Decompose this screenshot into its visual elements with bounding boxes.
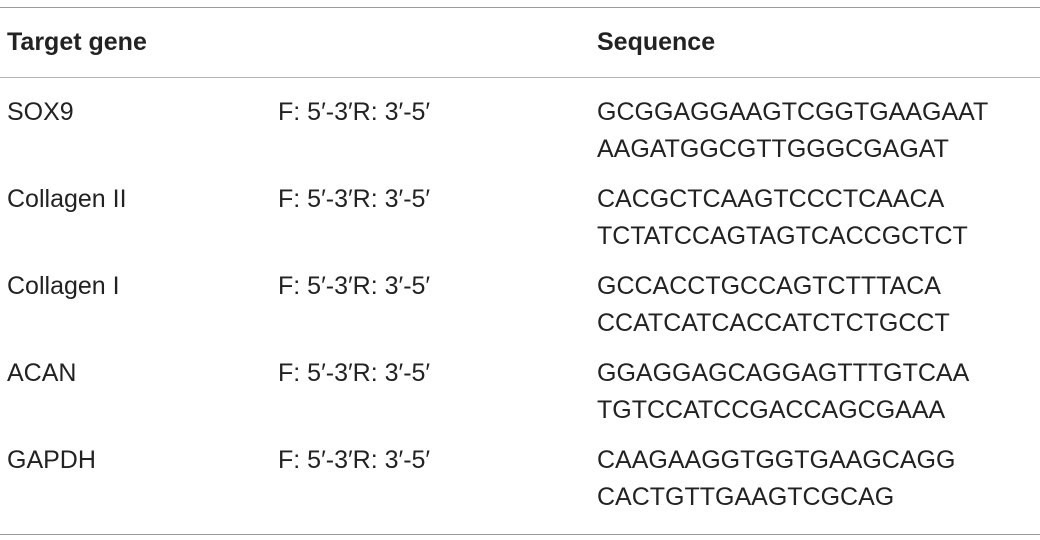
table-row: GAPDH F: 5′-3′R: 3′-5′ CAAGAAGGTGGTGAAGC… [0,442,1040,529]
header-target-gene: Target gene [7,28,147,56]
gene-name: Collagen I [7,272,120,300]
gene-name: SOX9 [7,98,74,126]
primer-direction: F: 5′-3′R: 3′-5′ [278,185,431,213]
reverse-primer: CCATCATCACCATCTCTGCCT [597,309,950,337]
gene-name: Collagen II [7,185,127,213]
gene-name: GAPDH [7,446,96,474]
reverse-primer: TCTATCCAGTAGTCACCGCTCT [597,222,968,250]
primer-sequence: CACGCTCAAGTCCCTCAACA TCTATCCAGTAGTCACCGC… [597,181,968,255]
forward-primer: GCCACCTGCCAGTCTTTACA [597,272,941,300]
forward-primer: CAAGAAGGTGGTGAAGCAGG [597,446,956,474]
header-sequence: Sequence [597,28,716,56]
primer-sequence: GCGGAGGAAGTCGGTGAAGAAT AAGATGGCGTTGGGCGA… [597,94,988,168]
forward-primer: GGAGGAGCAGGAGTTTGTCAA [597,359,970,387]
table-row: Collagen I F: 5′-3′R: 3′-5′ GCCACCTGCCAG… [0,268,1040,355]
table-header-rule [0,77,1040,78]
primer-sequence: GGAGGAGCAGGAGTTTGTCAA TGTCCATCCGACCAGCGA… [597,355,969,429]
primer-sequence: GCCACCTGCCAGTCTTTACA CCATCATCACCATCTCTGC… [597,268,950,342]
primer-sequence: CAAGAAGGTGGTGAAGCAGG CACTGTTGAAGTCGCAG [597,442,955,516]
forward-primer: CACGCTCAAGTCCCTCAACA [597,185,945,213]
table-row: Collagen II F: 5′-3′R: 3′-5′ CACGCTCAAGT… [0,181,1040,268]
reverse-primer: TGTCCATCCGACCAGCGAAA [597,396,946,424]
table-top-rule [0,7,1040,8]
reverse-primer: AAGATGGCGTTGGGCGAGAT [597,135,949,163]
gene-name: ACAN [7,359,77,387]
primer-direction: F: 5′-3′R: 3′-5′ [278,359,431,387]
reverse-primer: CACTGTTGAAGTCGCAG [597,483,895,511]
primer-direction: F: 5′-3′R: 3′-5′ [278,272,431,300]
table-row: ACAN F: 5′-3′R: 3′-5′ GGAGGAGCAGGAGTTTGT… [0,355,1040,442]
table-row: SOX9 F: 5′-3′R: 3′-5′ GCGGAGGAAGTCGGTGAA… [0,94,1040,181]
primer-direction: F: 5′-3′R: 3′-5′ [278,98,431,126]
table-bottom-rule [0,534,1040,535]
primer-direction: F: 5′-3′R: 3′-5′ [278,446,431,474]
forward-primer: GCGGAGGAAGTCGGTGAAGAAT [597,98,989,126]
